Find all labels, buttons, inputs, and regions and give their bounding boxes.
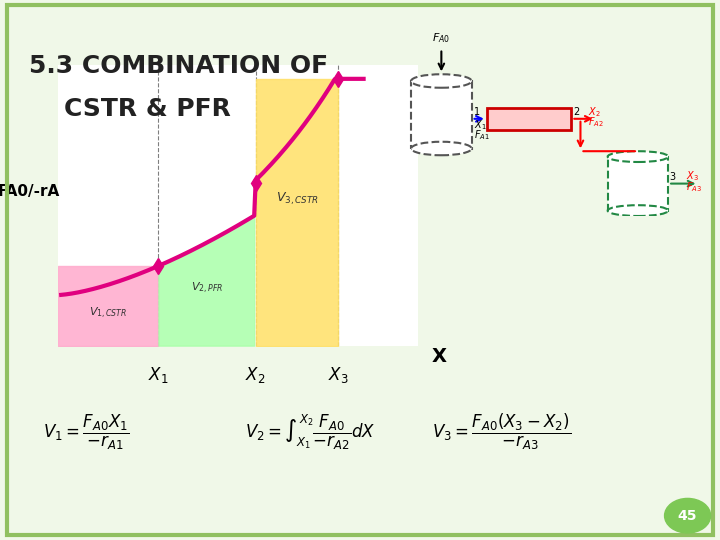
Text: CSTR & PFR: CSTR & PFR [29,97,230,121]
Text: 2: 2 [573,107,579,117]
Text: X: X [432,347,447,366]
Text: $V_1 = \dfrac{F_{A0}X_1}{-r_{A1}}$: $V_1 = \dfrac{F_{A0}X_1}{-r_{A1}}$ [43,413,130,451]
Ellipse shape [608,205,668,216]
Text: $F_{A0}$: $F_{A0}$ [432,31,451,45]
Text: 3: 3 [670,172,676,181]
Text: $X_3$: $X_3$ [686,170,699,184]
Ellipse shape [411,141,472,156]
Text: $F_{A2}$: $F_{A2}$ [588,116,604,130]
Text: 1: 1 [474,107,480,117]
Text: 45: 45 [678,509,698,523]
Text: $X_2$: $X_2$ [588,105,600,119]
Text: $V_{1,CSTR}$: $V_{1,CSTR}$ [89,306,127,321]
Ellipse shape [608,151,668,162]
Text: $V_{2,PFR}$: $V_{2,PFR}$ [191,281,223,296]
Text: $X_1$: $X_1$ [474,118,487,132]
Text: $V_3 = \dfrac{F_{A0}(X_3 - X_2)}{-r_{A3}}$: $V_3 = \dfrac{F_{A0}(X_3 - X_2)}{-r_{A3}… [432,412,571,452]
Text: FA0/-rA: FA0/-rA [0,184,60,199]
Text: $V_2 = \int_{X_1}^{X_2} \dfrac{F_{A0}}{-r_{A2}} dX$: $V_2 = \int_{X_1}^{X_2} \dfrac{F_{A0}}{-… [245,413,375,451]
Text: $F_{A1}$: $F_{A1}$ [474,127,490,141]
Bar [487,108,572,130]
Bar [608,157,668,211]
Text: $V_{3,CSTR}$: $V_{3,CSTR}$ [276,191,318,207]
Bar [411,81,472,148]
Ellipse shape [411,74,472,87]
Text: $X_3$: $X_3$ [328,365,348,385]
Text: $X_2$: $X_2$ [246,365,266,385]
Text: $F_{A3}$: $F_{A3}$ [686,180,702,194]
Text: 5.3 COMBINATION OF: 5.3 COMBINATION OF [29,54,328,78]
Text: $X_1$: $X_1$ [148,365,168,385]
